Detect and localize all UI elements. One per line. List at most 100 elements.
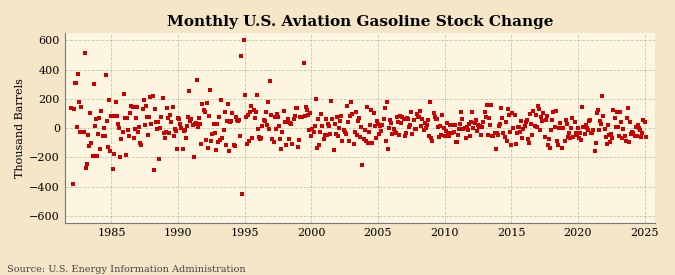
- Point: [460, 135, 471, 140]
- Point: [462, 128, 473, 133]
- Point: [580, 123, 591, 127]
- Point: [418, 128, 429, 132]
- Point: [589, 149, 600, 153]
- Point: [637, 131, 648, 135]
- Point: [302, 112, 313, 117]
- Point: [446, 123, 457, 127]
- Point: [366, 108, 377, 112]
- Point: [238, 38, 249, 42]
- Point: [151, 120, 161, 124]
- Point: [124, 133, 134, 138]
- Point: [381, 100, 392, 104]
- Point: [195, 122, 206, 127]
- Point: [407, 131, 418, 136]
- Point: [471, 129, 482, 134]
- Point: [285, 120, 296, 125]
- Point: [560, 118, 571, 123]
- Point: [226, 119, 237, 123]
- Point: [509, 112, 520, 117]
- Point: [144, 115, 155, 120]
- Point: [627, 130, 638, 134]
- Point: [92, 154, 103, 158]
- Point: [417, 116, 428, 121]
- Point: [539, 135, 550, 139]
- Point: [221, 119, 232, 124]
- Point: [416, 124, 427, 128]
- Point: [569, 120, 580, 124]
- Point: [200, 138, 211, 142]
- Point: [555, 121, 566, 126]
- Point: [261, 110, 271, 114]
- Point: [577, 105, 588, 109]
- Point: [240, 115, 251, 120]
- Point: [84, 144, 95, 148]
- Point: [350, 109, 361, 114]
- Point: [185, 119, 196, 123]
- Point: [103, 145, 113, 149]
- Point: [204, 114, 215, 118]
- Point: [306, 133, 317, 138]
- Point: [268, 140, 279, 145]
- Point: [448, 130, 459, 134]
- Point: [533, 104, 543, 108]
- Point: [508, 126, 519, 131]
- Point: [548, 110, 559, 114]
- Point: [408, 118, 419, 122]
- Point: [202, 145, 213, 150]
- Point: [608, 108, 619, 112]
- Point: [379, 106, 390, 110]
- Point: [177, 146, 188, 151]
- Point: [277, 130, 288, 134]
- Point: [410, 127, 421, 131]
- Point: [202, 100, 213, 105]
- Point: [481, 103, 492, 108]
- Point: [342, 104, 352, 108]
- Point: [512, 125, 523, 130]
- Point: [190, 120, 201, 125]
- Point: [527, 133, 538, 137]
- Point: [318, 137, 329, 141]
- Point: [242, 112, 253, 117]
- Point: [466, 120, 477, 124]
- Point: [475, 124, 485, 128]
- Point: [450, 140, 461, 144]
- Point: [86, 141, 97, 145]
- Point: [67, 182, 78, 186]
- Point: [524, 112, 535, 116]
- Point: [111, 114, 122, 119]
- Point: [180, 136, 191, 140]
- Point: [452, 133, 463, 137]
- Point: [92, 132, 103, 136]
- Point: [317, 124, 328, 128]
- Point: [433, 125, 443, 129]
- Point: [219, 110, 230, 114]
- Point: [167, 104, 178, 109]
- Point: [587, 131, 598, 135]
- Point: [152, 127, 163, 131]
- Point: [435, 123, 446, 128]
- Point: [159, 136, 170, 140]
- Point: [183, 114, 194, 119]
- Point: [438, 126, 449, 131]
- Point: [197, 101, 208, 106]
- Point: [380, 139, 391, 143]
- Point: [233, 119, 244, 123]
- Point: [119, 116, 130, 120]
- Point: [424, 134, 435, 138]
- Point: [374, 131, 385, 136]
- Point: [161, 130, 171, 135]
- Point: [290, 114, 300, 118]
- Point: [271, 126, 281, 131]
- Point: [88, 82, 99, 86]
- Point: [338, 128, 349, 133]
- Point: [249, 116, 260, 121]
- Point: [157, 95, 168, 100]
- Point: [538, 111, 549, 116]
- Point: [477, 125, 488, 129]
- Point: [634, 126, 645, 130]
- Point: [390, 131, 401, 136]
- Point: [192, 78, 202, 82]
- Point: [584, 119, 595, 123]
- Point: [90, 117, 101, 121]
- Title: Monthly U.S. Aviation Gasoline Stock Change: Monthly U.S. Aviation Gasoline Stock Cha…: [167, 15, 554, 29]
